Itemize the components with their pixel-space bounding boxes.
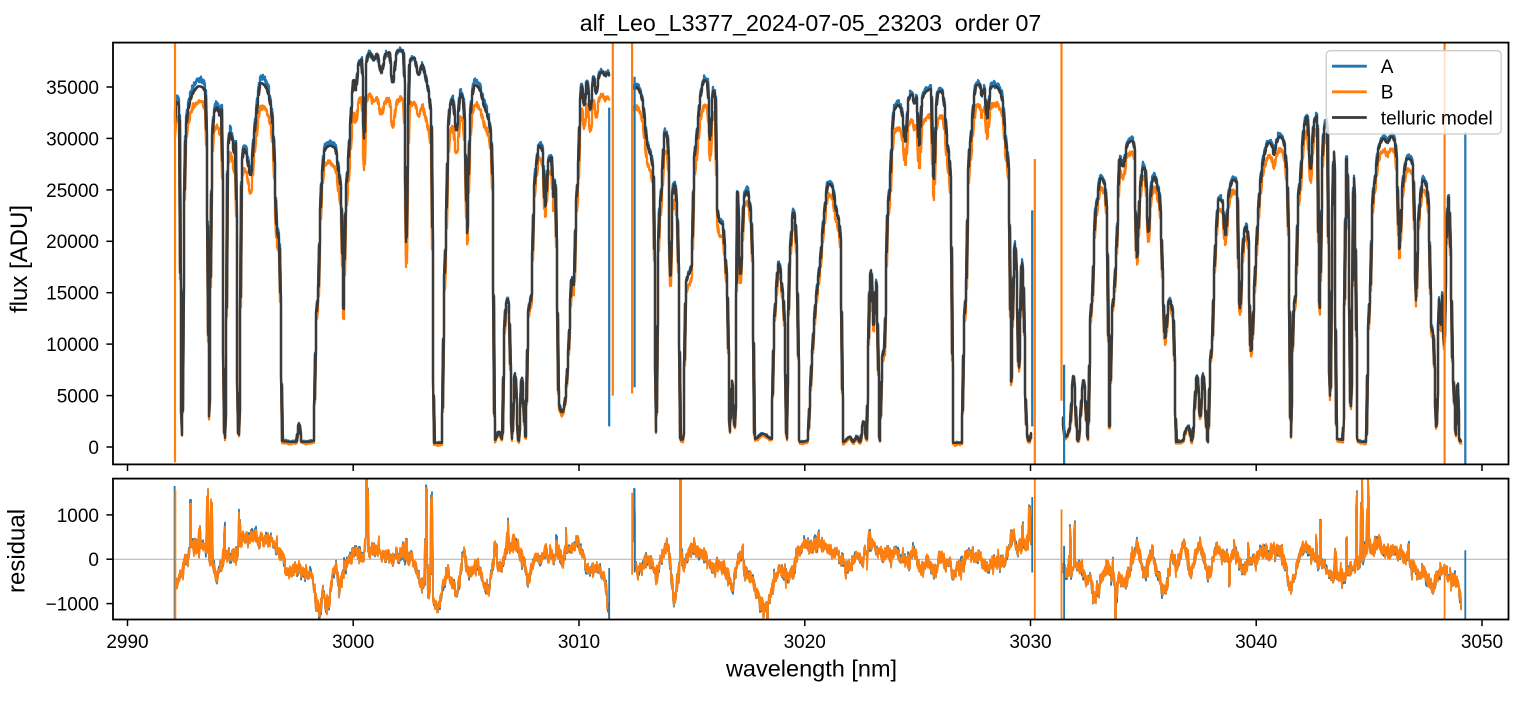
svg-text:3010: 3010 bbox=[558, 632, 600, 653]
svg-text:15000: 15000 bbox=[46, 284, 99, 305]
svg-text:2990: 2990 bbox=[106, 632, 148, 653]
svg-text:residual: residual bbox=[4, 509, 31, 593]
svg-text:B: B bbox=[1381, 83, 1394, 104]
svg-text:wavelength [nm]: wavelength [nm] bbox=[725, 656, 897, 682]
svg-text:3040: 3040 bbox=[1235, 632, 1277, 653]
svg-text:A: A bbox=[1381, 57, 1394, 78]
svg-text:25000: 25000 bbox=[46, 181, 99, 202]
svg-text:20000: 20000 bbox=[46, 232, 99, 253]
svg-text:3000: 3000 bbox=[332, 632, 374, 653]
svg-text:3030: 3030 bbox=[1009, 632, 1051, 653]
svg-text:3020: 3020 bbox=[784, 632, 826, 653]
svg-text:flux [ADU]: flux [ADU] bbox=[6, 205, 33, 313]
svg-text:0: 0 bbox=[88, 550, 99, 571]
svg-text:30000: 30000 bbox=[46, 129, 99, 150]
svg-text:3050: 3050 bbox=[1461, 632, 1503, 653]
svg-text:35000: 35000 bbox=[46, 78, 99, 99]
svg-text:1000: 1000 bbox=[57, 506, 99, 527]
svg-text:5000: 5000 bbox=[57, 386, 99, 407]
svg-text:10000: 10000 bbox=[46, 335, 99, 356]
svg-text:0: 0 bbox=[88, 438, 99, 459]
svg-text:alf_Leo_L3377_2024-07-05_23203: alf_Leo_L3377_2024-07-05_23203 order 07 bbox=[580, 10, 1042, 36]
svg-text:−1000: −1000 bbox=[46, 594, 99, 615]
svg-text:telluric model: telluric model bbox=[1381, 108, 1493, 129]
